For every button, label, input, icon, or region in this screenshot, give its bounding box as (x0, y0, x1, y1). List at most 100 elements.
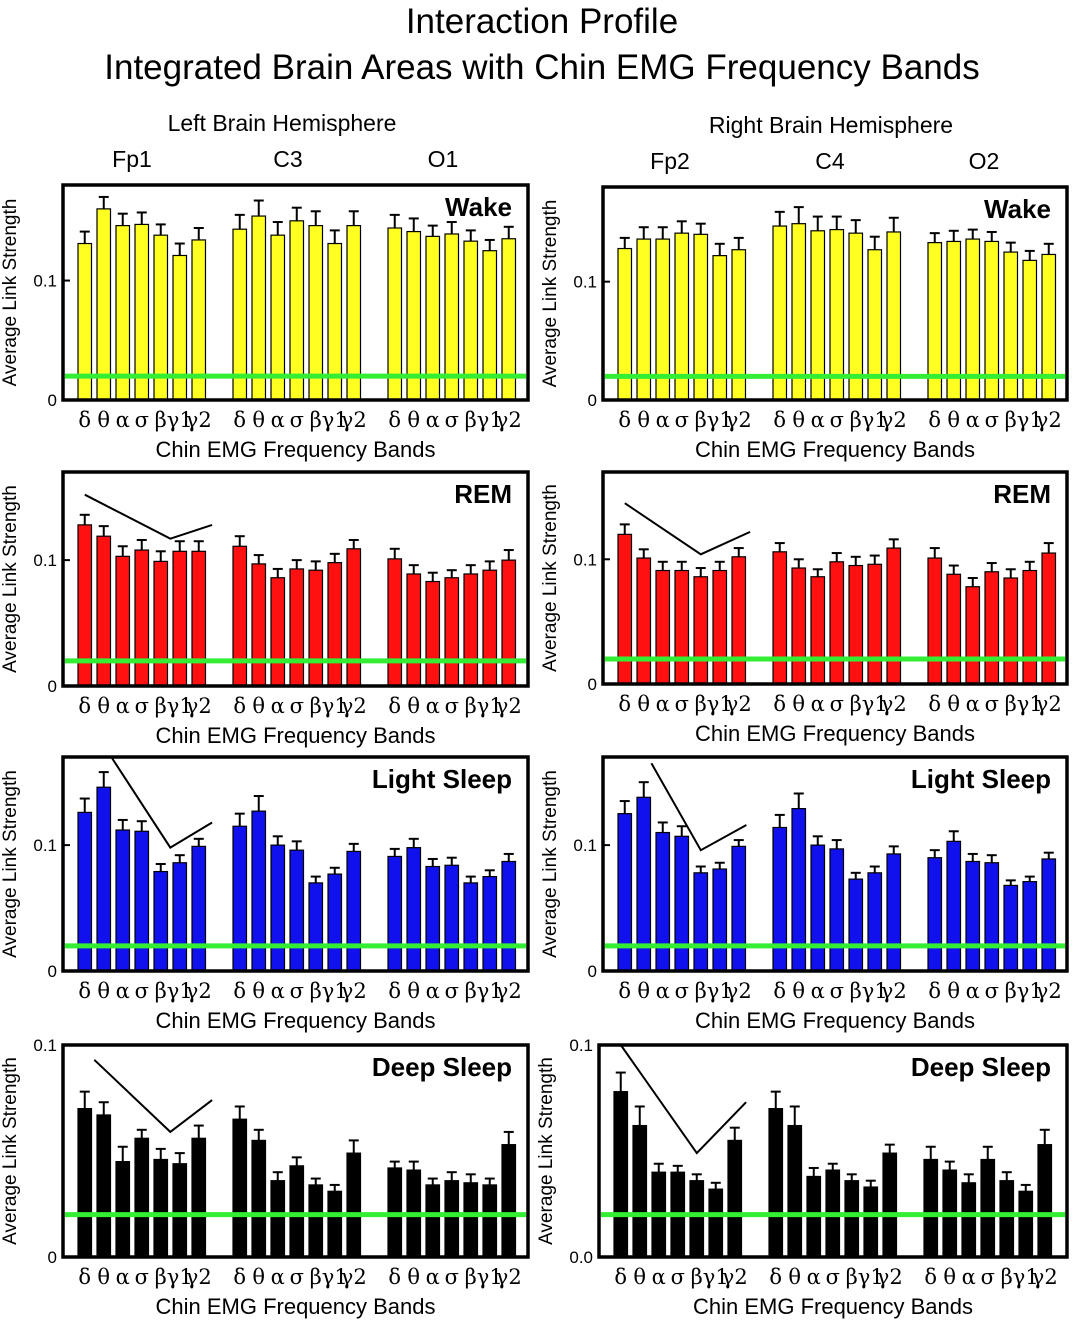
bar-deep-sleep-left-c3-2 (251, 1139, 267, 1258)
bar-light-sleep-right-o2-5 (1003, 884, 1019, 972)
band-label-rem-left-c3-7: γ2 (341, 694, 367, 718)
band-label-deep-sleep-left-c3-1: δ (233, 1265, 246, 1289)
stage-label-deep-sleep-right: Deep Sleep (911, 1052, 1051, 1082)
bar-deep-sleep-left-o1-5 (463, 1182, 479, 1258)
band-label-rem-right-fp2-1: δ (618, 692, 631, 716)
band-label-wake-right-o2-5: β (1005, 408, 1017, 432)
band-label-wake-left-o1-3: α (426, 408, 440, 432)
y-tick-label-rem-left-1: 0.1 (33, 551, 57, 570)
bar-deep-sleep-left-o1-7 (501, 1144, 517, 1258)
band-label-deep-sleep-right-fp2-5: β (691, 1265, 703, 1289)
band-label-wake-right-fp2-7: γ2 (726, 408, 752, 432)
x-axis-title-deep-sleep-right: Chin EMG Frequency Bands (693, 1294, 973, 1319)
x-axis-title-light-sleep-left: Chin EMG Frequency Bands (155, 1008, 435, 1033)
x-axis-title-deep-sleep-left: Chin EMG Frequency Bands (155, 1294, 435, 1319)
band-label-rem-left-o1-3: α (426, 694, 440, 718)
band-label-deep-sleep-right-o2-1: δ (924, 1265, 937, 1289)
band-label-deep-sleep-left-o1-7: γ2 (496, 1265, 522, 1289)
band-label-wake-left-c3-3: α (271, 408, 285, 432)
bar-deep-sleep-left-fp1-3 (115, 1160, 131, 1258)
bar-deep-sleep-left-o1-4 (444, 1180, 460, 1258)
band-label-wake-left-c3-6: γ1 (322, 408, 348, 432)
band-label-deep-sleep-right-fp2-3: α (652, 1265, 666, 1289)
panel-frame-light-sleep-left (61, 755, 530, 973)
trend-line-deep-sleep-right (619, 1044, 747, 1155)
bar-deep-sleep-left-o1-6 (482, 1184, 498, 1258)
band-label-rem-right-c4-4: σ (830, 692, 844, 716)
band-label-wake-right-c4-1: δ (773, 408, 786, 432)
band-label-wake-left-fp1-4: σ (135, 408, 149, 432)
bar-deep-sleep-right-c4-1 (768, 1107, 784, 1258)
bar-deep-sleep-right-fp2-7 (727, 1139, 743, 1258)
band-label-wake-left-o1-5: β (465, 408, 477, 432)
band-label-light-sleep-left-c3-3: α (271, 979, 285, 1003)
trend-line-light-sleep-left (110, 756, 213, 849)
bar-rem-right-o2-7 (1041, 552, 1057, 685)
x-axis-title-wake-right: Chin EMG Frequency Bands (695, 437, 975, 462)
band-label-deep-sleep-right-c4-2: θ (788, 1265, 801, 1289)
band-label-light-sleep-right-c4-6: γ1 (862, 979, 888, 1003)
bar-rem-left-fp1-7 (191, 550, 207, 687)
bar-deep-sleep-left-fp1-4 (134, 1137, 150, 1258)
band-label-wake-left-o1-7: γ2 (496, 408, 522, 432)
trend-line-deep-sleep-left (93, 1059, 213, 1134)
band-label-deep-sleep-right-o2-6: γ1 (1013, 1265, 1039, 1289)
band-label-rem-left-c3-3: α (271, 694, 285, 718)
bar-deep-sleep-right-c4-2 (787, 1124, 803, 1258)
band-label-wake-left-o1-6: γ1 (477, 408, 503, 432)
bar-light-sleep-left-o1-7 (501, 860, 517, 972)
bar-rem-right-o2-3 (965, 586, 981, 685)
band-label-rem-right-c4-3: α (811, 692, 825, 716)
bar-light-sleep-left-fp1-5 (153, 870, 169, 972)
band-label-rem-left-c3-2: θ (252, 694, 265, 718)
band-label-light-sleep-left-o1-5: β (465, 979, 477, 1003)
band-label-rem-right-o2-6: γ1 (1017, 692, 1043, 716)
bar-rem-right-c4-6 (867, 563, 883, 685)
x-axis-title-wake-left: Chin EMG Frequency Bands (155, 437, 435, 462)
band-label-deep-sleep-right-c4-6: γ1 (858, 1265, 884, 1289)
bar-deep-sleep-right-o2-5 (999, 1180, 1015, 1258)
band-label-light-sleep-left-c3-4: σ (290, 979, 304, 1003)
panel-frame-wake-right (601, 185, 1069, 402)
trend-line-light-sleep-right (650, 762, 747, 852)
bar-light-sleep-right-o2-3 (965, 860, 981, 972)
band-label-deep-sleep-right-fp2-1: δ (614, 1265, 627, 1289)
band-label-wake-right-c4-3: α (811, 408, 825, 432)
band-label-deep-sleep-right-c4-4: σ (826, 1265, 840, 1289)
bar-light-sleep-left-fp1-3 (115, 829, 131, 972)
band-label-light-sleep-right-fp2-4: σ (675, 979, 689, 1003)
band-label-deep-sleep-left-fp1-4: σ (135, 1265, 149, 1289)
bar-deep-sleep-right-fp2-1 (613, 1091, 629, 1258)
band-label-light-sleep-right-c4-5: β (850, 979, 862, 1003)
band-label-wake-right-c4-4: σ (830, 408, 844, 432)
bar-light-sleep-left-c3-4 (289, 849, 305, 972)
bar-rem-left-o1-6 (482, 569, 498, 687)
panel-frame-wake-left (61, 183, 530, 402)
band-label-light-sleep-left-c3-2: θ (252, 979, 265, 1003)
hemisphere-label-right: Right Brain Hemisphere (708, 112, 954, 138)
band-label-rem-left-o1-1: δ (388, 694, 401, 718)
band-label-rem-left-o1-6: γ1 (477, 694, 503, 718)
bar-rem-left-c3-6 (327, 562, 343, 687)
band-label-wake-left-fp1-5: β (155, 408, 167, 432)
band-label-deep-sleep-left-o1-1: δ (388, 1265, 401, 1289)
band-label-rem-right-o2-7: γ2 (1036, 692, 1062, 716)
band-label-light-sleep-left-o1-1: δ (388, 979, 401, 1003)
bar-rem-left-fp1-4 (134, 549, 150, 687)
band-label-deep-sleep-left-c3-5: β (310, 1265, 322, 1289)
bar-rem-left-fp1-6 (172, 550, 188, 687)
band-label-light-sleep-left-fp1-3: α (116, 979, 130, 1003)
bar-rem-left-o1-7 (501, 559, 517, 687)
bar-wake-left-c3-2 (251, 215, 267, 401)
band-label-wake-left-c3-1: δ (233, 408, 246, 432)
x-axis-title-rem-left: Chin EMG Frequency Bands (155, 723, 435, 748)
bar-light-sleep-left-c3-6 (327, 873, 343, 972)
band-label-rem-left-fp1-7: γ2 (186, 694, 212, 718)
panel-frame-light-sleep-right (601, 755, 1069, 973)
bar-rem-left-o1-1 (387, 558, 403, 687)
band-label-light-sleep-right-o2-3: α (966, 979, 980, 1003)
y-axis-title-deep-sleep-right: Average Link Strength (536, 1057, 557, 1245)
